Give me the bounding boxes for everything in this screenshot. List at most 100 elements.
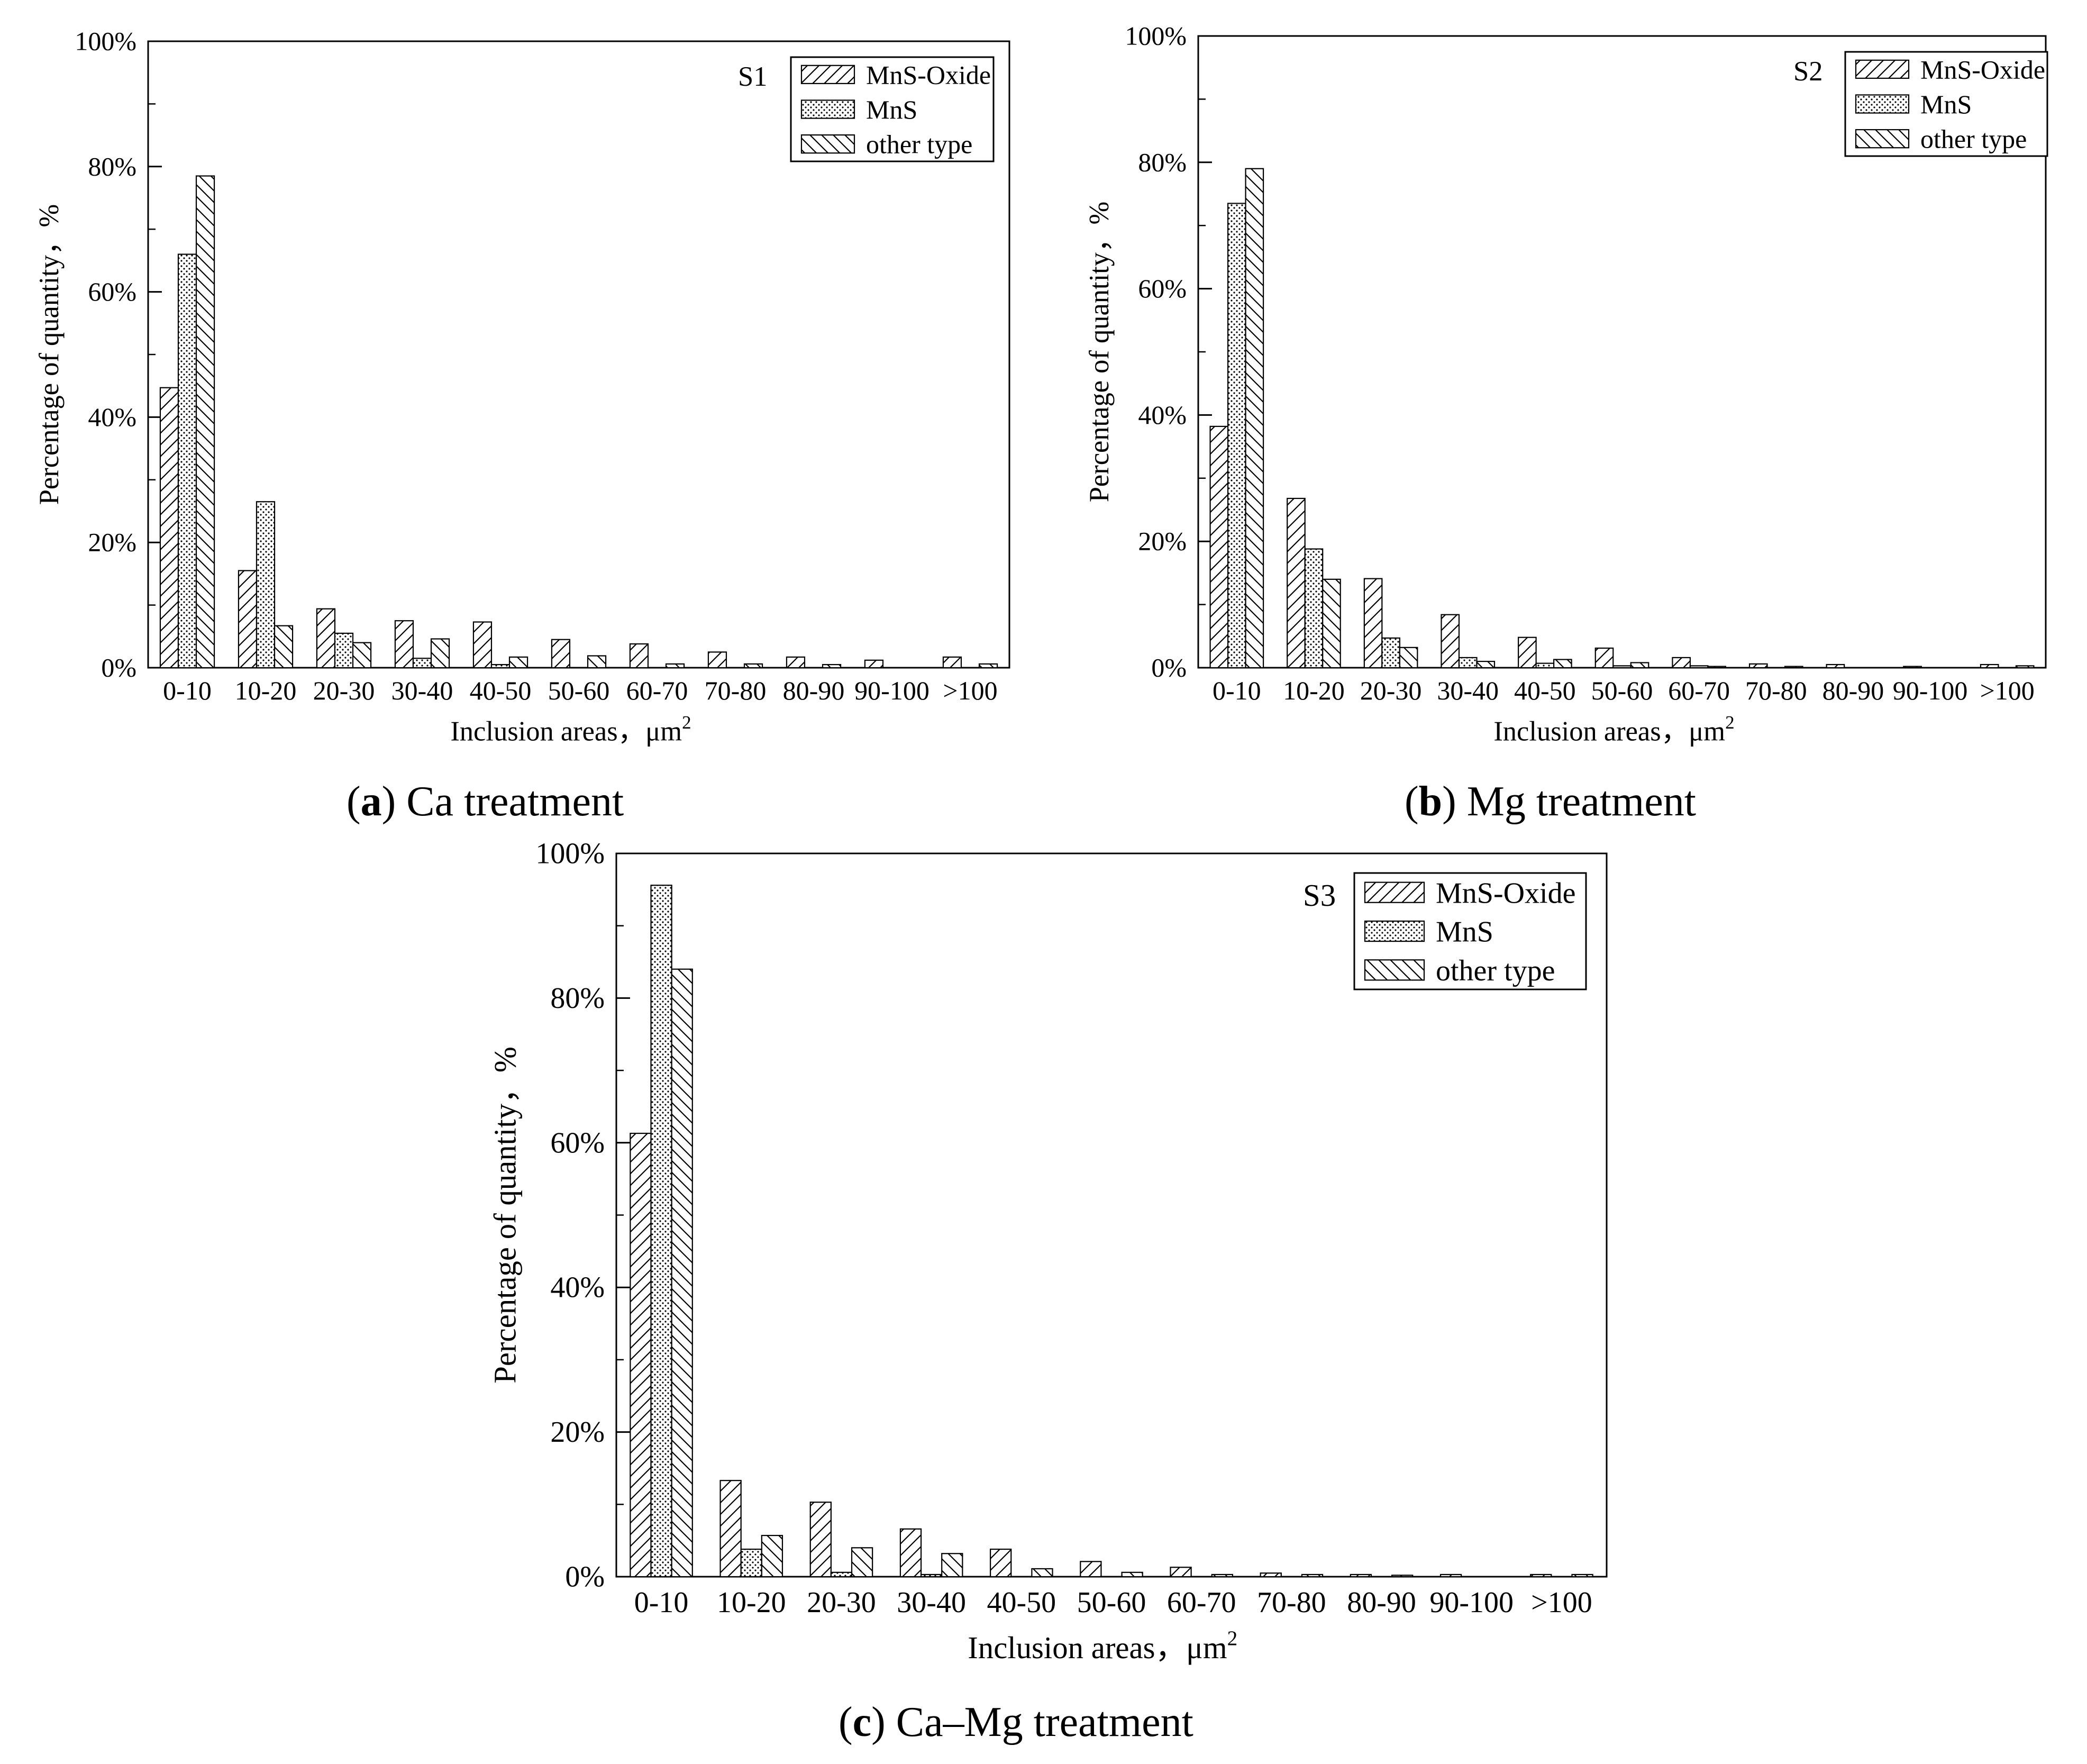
x-tick-label: 90-100 [854, 676, 929, 705]
sample-label: S1 [738, 61, 767, 92]
bar-mns-oxide [1209, 425, 1229, 669]
y-axis-label: Percentage of quantity，% [1084, 202, 1115, 503]
bar-mns-oxide [786, 656, 806, 669]
caption-a-close: ) [381, 778, 396, 825]
bar-mns [1689, 665, 1709, 669]
legend-label: MnS-Oxide [1436, 877, 1575, 910]
bar-other-type [1391, 1575, 1414, 1578]
legend-swatch [800, 65, 855, 85]
bar-other-type [941, 1553, 963, 1578]
bar-mns [650, 885, 672, 1578]
chart-a: 0% 20% 40% 60% 80% 100% 0-10 10-20 20-30 30-40 40-… [34, 26, 1010, 747]
legend-label: other type [1920, 124, 2027, 154]
bar-other-type [665, 663, 685, 669]
sample-label: S3 [1303, 878, 1336, 913]
caption-a-text: Ca treatment [396, 778, 624, 825]
bar-other-type [851, 1547, 873, 1578]
x-tick-label: 80-90 [1822, 676, 1884, 705]
bar-other-type [195, 175, 215, 669]
caption-c-open: ( [839, 1699, 853, 1745]
x-axis-label-sup: 2 [1725, 712, 1735, 733]
bar-other-type [978, 663, 998, 669]
y-tick-label: 0% [101, 653, 136, 683]
bar-mns [1381, 637, 1400, 669]
y-tick-label: 60% [88, 277, 136, 306]
bar-mns-oxide [1903, 666, 1922, 669]
bar-other-type [1476, 660, 1496, 669]
y-tick-label: 60% [550, 1126, 605, 1159]
bar-mns-oxide [1826, 663, 1845, 669]
bar-other-type [1211, 1574, 1233, 1578]
chart-b: 0% 20% 40% 60% 80% 100% 0-10 10-20 20-30 30-40 40-… [1084, 21, 2048, 747]
x-tick-label: >100 [1531, 1586, 1592, 1619]
bar-mns-oxide [1080, 1561, 1102, 1578]
bar-mns-oxide [629, 643, 649, 669]
bar-mns-oxide [1530, 1574, 1552, 1578]
caption-b-open: ( [1405, 778, 1419, 825]
bar-other-type [430, 638, 450, 669]
bar-mns-oxide [316, 608, 336, 669]
bar-mns-oxide [942, 656, 962, 669]
x-tick-label: >100 [1980, 676, 2035, 705]
x-axis-label: Inclusion areas，μm2 [968, 1627, 1237, 1665]
y-tick-label: 80% [550, 982, 605, 1015]
bar-mns-oxide [1980, 663, 1999, 669]
caption-b-close: ) [1442, 778, 1456, 825]
x-tick-label: 30-40 [897, 1586, 966, 1619]
legend-label: MnS-Oxide [1920, 54, 2045, 84]
x-tick-label: 50-60 [1077, 1586, 1146, 1619]
caption-a-open: ( [347, 778, 361, 825]
x-tick-label: 20-30 [313, 676, 375, 705]
y-tick-label: 60% [1138, 274, 1187, 303]
x-tick-label: 10-20 [1283, 676, 1345, 705]
x-tick-label: 30-40 [391, 676, 453, 705]
x-axis-label: Inclusion areas，μm2 [1493, 712, 1734, 747]
x-tick-label: 50-60 [1591, 676, 1653, 705]
bar-mns [1304, 548, 1324, 669]
x-tick-label: 10-20 [235, 676, 297, 705]
x-tick-label: 60-70 [1167, 1586, 1236, 1619]
bar-other-type [743, 663, 763, 669]
legend-swatch [1855, 129, 1910, 149]
legend-label: other type [1436, 954, 1555, 987]
y-tick-label: 40% [1138, 400, 1187, 430]
x-tick-label: 50-60 [548, 676, 610, 705]
y-tick-label: 0% [565, 1560, 605, 1593]
x-tick-label: 40-50 [470, 676, 532, 705]
x-tick-label: 90-100 [1429, 1586, 1514, 1619]
y-tick-label: 20% [1138, 526, 1187, 556]
y-tick-label: 0% [1151, 653, 1187, 683]
bar-other-type [1571, 1574, 1593, 1578]
bar-mns [1612, 665, 1632, 669]
bar-mns [177, 253, 197, 669]
x-tick-label: 80-90 [1347, 1586, 1416, 1619]
bar-other-type [1630, 662, 1649, 669]
bar-mns-oxide [1441, 614, 1460, 669]
bar-mns-oxide [238, 570, 258, 669]
y-tick-label: 100% [75, 26, 136, 56]
x-tick-label: 20-30 [1360, 676, 1422, 705]
bar-mns-oxide [1260, 1572, 1282, 1578]
caption-c-text: Ca–Mg treatment [885, 1699, 1193, 1745]
y-tick-label: 100% [535, 837, 605, 870]
x-tick-label: 80-90 [783, 676, 845, 705]
bar-mns [740, 1548, 762, 1578]
legend-label: MnS [866, 95, 917, 124]
bar-other-type [761, 1534, 783, 1578]
legend-label: MnS [1436, 916, 1493, 949]
x-tick-label: 40-50 [1514, 676, 1576, 705]
bar-mns-oxide [1439, 1574, 1462, 1578]
bar-mns-oxide [472, 621, 493, 669]
bar-mns-oxide [630, 1132, 652, 1578]
bar-mns-oxide [1170, 1567, 1192, 1578]
x-axis-label-sup: 2 [1227, 1627, 1238, 1650]
bar-mns-oxide [809, 1502, 832, 1578]
caption-a: (a) Ca treatment [347, 780, 624, 823]
x-tick-label: 60-70 [1668, 676, 1730, 705]
bar-other-type [1707, 666, 1726, 669]
legend-swatch [1364, 959, 1425, 981]
bar-other-type [1784, 666, 1803, 669]
x-tick-label: 0-10 [634, 1586, 689, 1619]
legend-swatch [800, 134, 855, 154]
